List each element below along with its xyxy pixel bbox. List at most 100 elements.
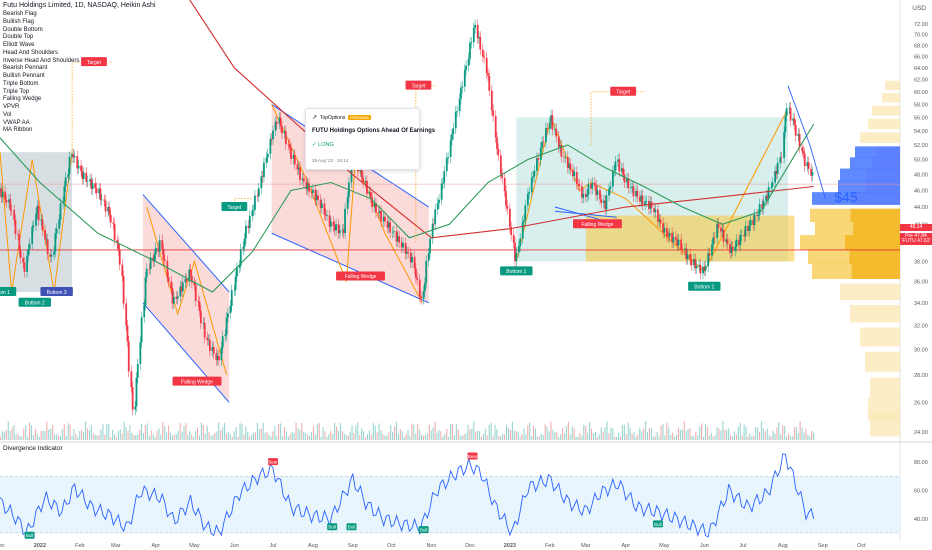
volume-bar	[264, 432, 266, 440]
candle-body	[386, 221, 389, 228]
volume-bar	[411, 423, 413, 440]
candle-body	[317, 195, 319, 200]
volume-profile-bar	[851, 192, 900, 205]
volume-bar	[312, 425, 314, 440]
volume-bar	[96, 435, 98, 440]
volume-bar	[9, 430, 11, 440]
pattern-zigzag	[271, 104, 423, 304]
candle-body	[203, 322, 206, 338]
candle-body	[776, 162, 779, 174]
volume-bar	[36, 434, 38, 440]
candle-body	[272, 130, 274, 140]
volume-bar	[778, 422, 780, 440]
candle-body	[121, 264, 124, 277]
price-tag: Pre 47.84	[900, 233, 932, 240]
candle-body	[735, 239, 738, 247]
time-tick-label: Sep	[348, 543, 358, 549]
candle-body	[586, 194, 589, 197]
volume-bar	[803, 432, 805, 440]
volume-bar	[455, 424, 457, 440]
candle-body	[0, 188, 3, 198]
price-tag: FUTU 47.62	[900, 238, 932, 245]
volume-bar	[166, 432, 168, 440]
candle-body	[770, 187, 773, 188]
candle-body	[699, 264, 702, 274]
price-tick-label: 50.00	[914, 158, 928, 164]
candle-body	[499, 155, 502, 175]
candle-body	[485, 57, 488, 73]
volume-bar	[755, 427, 757, 440]
volume-bar	[724, 429, 726, 440]
volume-bar	[30, 425, 33, 440]
volume-bar	[498, 436, 500, 440]
volume-bar	[502, 433, 504, 440]
time-tick-label: 2023	[504, 543, 516, 549]
volume-bar	[602, 432, 604, 440]
volume-bar	[536, 436, 539, 440]
volume-bar	[399, 428, 401, 440]
candle-body	[793, 118, 796, 126]
volume-bar	[225, 433, 228, 440]
card-title[interactable]: FUTU Holdings Options Ahead Of Earnings	[312, 128, 436, 134]
volume-bar	[384, 435, 386, 440]
volume-bar	[158, 428, 160, 440]
volume-bar	[469, 429, 471, 440]
volume-bar	[46, 421, 48, 440]
volume-bar	[739, 422, 741, 440]
candle-body	[451, 134, 453, 141]
candle-body	[749, 219, 752, 226]
volume-bar	[175, 433, 177, 440]
candle-body	[554, 128, 556, 130]
candle-body	[85, 172, 88, 182]
candle-body	[41, 219, 44, 231]
time-tick-label: Aug	[308, 543, 318, 549]
volume-bar	[643, 428, 645, 440]
volume-bar	[583, 424, 585, 440]
volume-bar	[683, 421, 685, 440]
candle-body	[422, 291, 425, 299]
annotation-label-bg	[81, 57, 107, 67]
volume-bar	[573, 428, 575, 440]
volume-bar	[428, 424, 430, 440]
candle-body	[404, 242, 407, 254]
candle-body	[702, 266, 704, 274]
volume-bar	[440, 431, 442, 440]
volume-bar	[253, 432, 255, 440]
time-tick-label: Apr	[152, 543, 161, 549]
card-side: ✓ LONG	[312, 142, 334, 148]
candle-body	[515, 252, 518, 262]
candle-body	[275, 121, 278, 124]
legend-item: Triple Bottom	[3, 80, 39, 87]
volume-bar	[504, 434, 506, 440]
candle-body	[635, 190, 637, 197]
volume-bar	[169, 432, 172, 440]
volume-bar	[274, 426, 276, 440]
volume-bar	[421, 434, 423, 440]
indicator-legend: Bearish Flag Bullish Flag Double Bottom Dou…	[3, 11, 79, 135]
volume-bar	[486, 435, 488, 440]
candle-body	[445, 158, 448, 172]
candle-body	[514, 242, 516, 262]
volume-profile-bar	[868, 118, 900, 130]
rsi-line	[0, 453, 815, 538]
candle-body	[67, 174, 70, 178]
volume-bar	[695, 431, 697, 440]
candle-body	[112, 222, 115, 224]
volume-bar	[664, 435, 666, 440]
candle-body	[442, 182, 444, 184]
price-tick-label: 46.00	[914, 189, 928, 195]
volume-bar	[716, 427, 718, 440]
candle-body	[785, 108, 788, 116]
volume-bar	[722, 421, 724, 440]
candle-body	[650, 201, 653, 209]
candle-body	[548, 122, 551, 129]
candle-body	[658, 219, 661, 222]
currency-label: USD	[912, 5, 926, 12]
idea-card[interactable]: ↗ TopOptions PREMIUM FUTU Holdings Optio…	[305, 108, 435, 170]
volume-bar	[668, 427, 670, 440]
volume-bar	[733, 431, 736, 440]
candle-body	[395, 231, 398, 242]
candle-body	[18, 234, 21, 251]
legend-item: Bullish Pennant	[3, 73, 45, 79]
